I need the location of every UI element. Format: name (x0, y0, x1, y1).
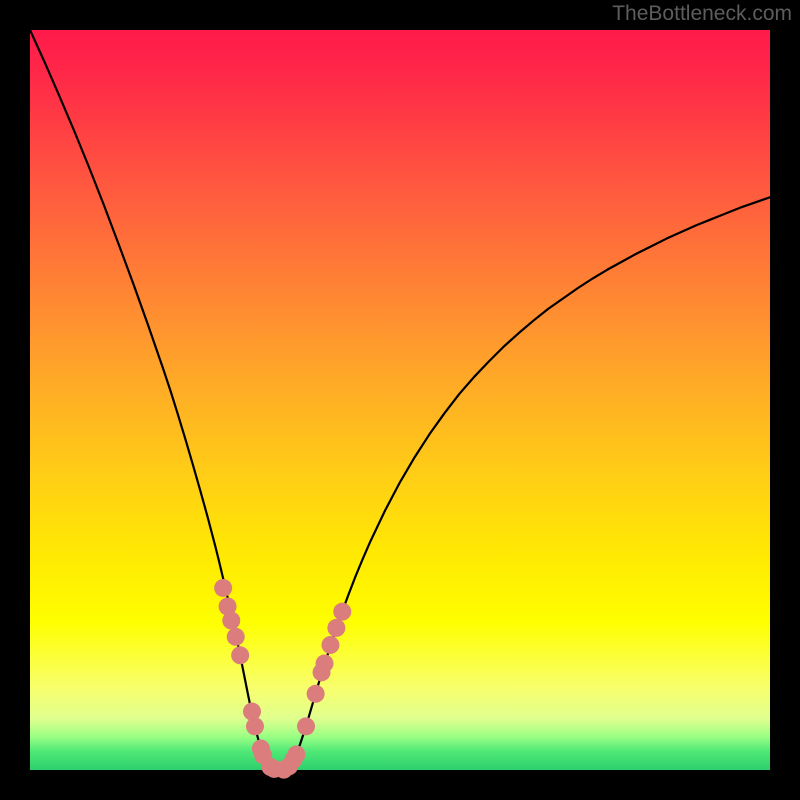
marker-point (316, 654, 334, 672)
marker-point (227, 628, 245, 646)
marker-point (333, 603, 351, 621)
marker-point (327, 619, 345, 637)
marker-point (246, 717, 264, 735)
marker-point (287, 745, 305, 763)
marker-point (297, 717, 315, 735)
marker-point (307, 685, 325, 703)
marker-point (231, 646, 249, 664)
marker-point (214, 579, 232, 597)
marker-point (222, 612, 240, 630)
marker-point (321, 636, 339, 654)
chart-container: TheBottleneck.com (0, 0, 800, 800)
chart-svg (0, 0, 800, 800)
marker-point (243, 703, 261, 721)
